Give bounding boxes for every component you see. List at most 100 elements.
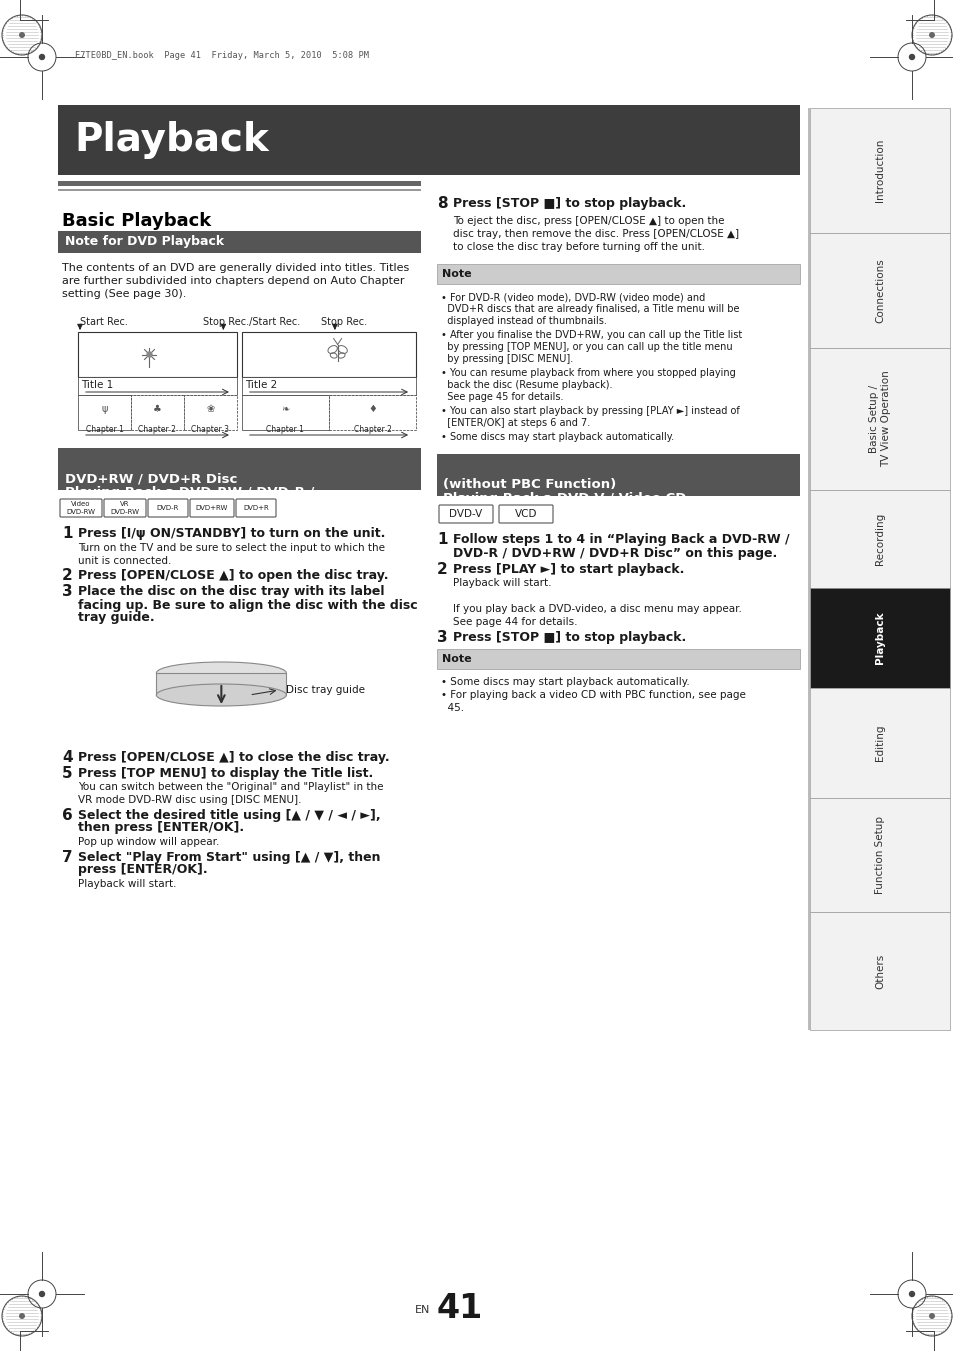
Text: Note: Note bbox=[441, 654, 471, 663]
Bar bbox=[809, 108, 949, 232]
Text: Chapter 1: Chapter 1 bbox=[266, 426, 304, 434]
Bar bbox=[58, 231, 420, 253]
Text: DVD-R / DVD+RW / DVD+R Disc” on this page.: DVD-R / DVD+RW / DVD+R Disc” on this pag… bbox=[453, 547, 777, 559]
Text: 6: 6 bbox=[62, 808, 72, 823]
Text: VCD: VCD bbox=[515, 509, 537, 519]
Text: • After you finalise the DVD+RW, you can call up the Title list: • After you finalise the DVD+RW, you can… bbox=[440, 330, 741, 340]
Text: DVD-R: DVD-R bbox=[156, 505, 179, 511]
Bar bbox=[242, 394, 329, 430]
Text: Turn on the TV and be sure to select the input to which the: Turn on the TV and be sure to select the… bbox=[78, 543, 385, 553]
Bar bbox=[78, 332, 236, 377]
Bar bbox=[809, 490, 949, 588]
Text: by pressing [TOP MENU], or you can call up the title menu: by pressing [TOP MENU], or you can call … bbox=[440, 342, 732, 353]
Bar bbox=[809, 912, 949, 1029]
Text: 7: 7 bbox=[62, 850, 72, 865]
FancyBboxPatch shape bbox=[190, 499, 233, 517]
Text: Introduction: Introduction bbox=[874, 139, 884, 203]
Bar bbox=[58, 449, 420, 490]
Circle shape bbox=[147, 353, 152, 357]
Text: are further subdivided into chapters depend on Auto Chapter: are further subdivided into chapters dep… bbox=[62, 276, 404, 286]
Text: ❀: ❀ bbox=[206, 404, 214, 413]
Text: Editing: Editing bbox=[874, 724, 884, 761]
Text: Place the disc on the disc tray with its label: Place the disc on the disc tray with its… bbox=[78, 585, 384, 598]
Bar bbox=[436, 454, 800, 496]
Bar bbox=[809, 798, 949, 912]
Bar bbox=[58, 105, 800, 176]
Text: Press [TOP MENU] to display the Title list.: Press [TOP MENU] to display the Title li… bbox=[78, 766, 373, 780]
Text: Others: Others bbox=[874, 954, 884, 989]
Text: ❧: ❧ bbox=[281, 404, 289, 413]
Text: Select "Play From Start" using [▲ / ▼], then: Select "Play From Start" using [▲ / ▼], … bbox=[78, 851, 380, 863]
Text: • For DVD-R (video mode), DVD-RW (video mode) and: • For DVD-R (video mode), DVD-RW (video … bbox=[440, 292, 704, 303]
Text: Press [STOP ■] to stop playback.: Press [STOP ■] to stop playback. bbox=[453, 196, 685, 209]
Bar bbox=[329, 394, 416, 430]
Circle shape bbox=[928, 32, 934, 38]
Text: Pop up window will appear.: Pop up window will appear. bbox=[78, 838, 219, 847]
Bar bbox=[58, 181, 420, 186]
Text: Function Setup: Function Setup bbox=[874, 816, 884, 894]
Text: Disc tray guide: Disc tray guide bbox=[286, 685, 365, 694]
Circle shape bbox=[39, 54, 45, 59]
Bar bbox=[436, 263, 800, 284]
Text: Playback will start.: Playback will start. bbox=[453, 578, 551, 588]
Text: Stop Rec.: Stop Rec. bbox=[321, 317, 367, 327]
Text: Note: Note bbox=[441, 269, 471, 280]
Text: Basic Playback: Basic Playback bbox=[62, 212, 211, 230]
Text: Title 2: Title 2 bbox=[245, 380, 276, 390]
Bar bbox=[809, 349, 949, 490]
Text: 45.: 45. bbox=[440, 703, 464, 713]
Text: You can switch between the "Original" and "Playlist" in the: You can switch between the "Original" an… bbox=[78, 782, 383, 792]
Text: ♦: ♦ bbox=[368, 404, 376, 413]
Text: • Some discs may start playback automatically.: • Some discs may start playback automati… bbox=[440, 432, 674, 442]
FancyBboxPatch shape bbox=[438, 505, 493, 523]
Text: To eject the disc, press [OPEN/CLOSE ▲] to open the: To eject the disc, press [OPEN/CLOSE ▲] … bbox=[453, 216, 723, 226]
Text: Start Rec.: Start Rec. bbox=[80, 317, 128, 327]
Text: Stop Rec./Start Rec.: Stop Rec./Start Rec. bbox=[203, 317, 300, 327]
Ellipse shape bbox=[156, 684, 286, 707]
Text: DVD+R discs that are already finalised, a Title menu will be: DVD+R discs that are already finalised, … bbox=[440, 304, 739, 313]
Text: press [ENTER/OK].: press [ENTER/OK]. bbox=[78, 863, 208, 877]
Ellipse shape bbox=[156, 662, 286, 684]
Text: Playback will start.: Playback will start. bbox=[78, 880, 176, 889]
Text: Connections: Connections bbox=[874, 258, 884, 323]
Bar bbox=[242, 332, 416, 377]
Text: Chapter 1: Chapter 1 bbox=[86, 426, 123, 434]
Bar bbox=[242, 377, 416, 394]
Text: If you play back a DVD-video, a disc menu may appear.: If you play back a DVD-video, a disc men… bbox=[453, 604, 741, 613]
Text: Title 1: Title 1 bbox=[81, 380, 113, 390]
Bar bbox=[78, 377, 236, 394]
Text: (without PBC Function): (without PBC Function) bbox=[442, 478, 616, 490]
Text: VR
DVD-RW: VR DVD-RW bbox=[111, 501, 139, 515]
Text: disc tray, then remove the disc. Press [OPEN/CLOSE ▲]: disc tray, then remove the disc. Press [… bbox=[453, 230, 739, 239]
Text: 1: 1 bbox=[436, 532, 447, 547]
Text: Playback: Playback bbox=[74, 122, 269, 159]
Text: 5: 5 bbox=[62, 766, 72, 781]
Text: by pressing [DISC MENU].: by pressing [DISC MENU]. bbox=[440, 354, 573, 363]
Text: Basic Setup /
TV View Operation: Basic Setup / TV View Operation bbox=[868, 370, 890, 467]
FancyBboxPatch shape bbox=[498, 505, 553, 523]
Text: 1: 1 bbox=[62, 527, 72, 542]
Text: DVD+RW: DVD+RW bbox=[195, 505, 228, 511]
Circle shape bbox=[908, 54, 914, 59]
Text: The contents of an DVD are generally divided into titles. Titles: The contents of an DVD are generally div… bbox=[62, 263, 409, 273]
Text: ψ: ψ bbox=[101, 404, 108, 413]
Text: then press [ENTER/OK].: then press [ENTER/OK]. bbox=[78, 821, 244, 835]
Bar bbox=[156, 673, 286, 694]
Text: • For playing back a video CD with PBC function, see page: • For playing back a video CD with PBC f… bbox=[440, 690, 745, 700]
Text: Video
DVD-RW: Video DVD-RW bbox=[67, 501, 95, 515]
Bar bbox=[809, 232, 949, 349]
Text: Follow steps 1 to 4 in “Playing Back a DVD-RW /: Follow steps 1 to 4 in “Playing Back a D… bbox=[453, 534, 789, 547]
Text: Press [I/ψ ON/STANDBY] to turn on the unit.: Press [I/ψ ON/STANDBY] to turn on the un… bbox=[78, 527, 385, 540]
Text: DVD+RW / DVD+R Disc: DVD+RW / DVD+R Disc bbox=[65, 471, 237, 485]
Circle shape bbox=[19, 32, 25, 38]
Text: Playing Back a DVD-V / Video CD: Playing Back a DVD-V / Video CD bbox=[442, 492, 685, 505]
Circle shape bbox=[928, 1313, 934, 1319]
Text: 2: 2 bbox=[62, 569, 72, 584]
Text: • Some discs may start playback automatically.: • Some discs may start playback automati… bbox=[440, 677, 689, 688]
Text: See page 45 for details.: See page 45 for details. bbox=[440, 392, 563, 403]
Text: unit is connected.: unit is connected. bbox=[78, 557, 172, 566]
Circle shape bbox=[908, 1292, 914, 1297]
Text: Playback: Playback bbox=[874, 612, 884, 665]
Text: displayed instead of thumbnails.: displayed instead of thumbnails. bbox=[440, 316, 606, 326]
Bar bbox=[807, 108, 809, 1029]
